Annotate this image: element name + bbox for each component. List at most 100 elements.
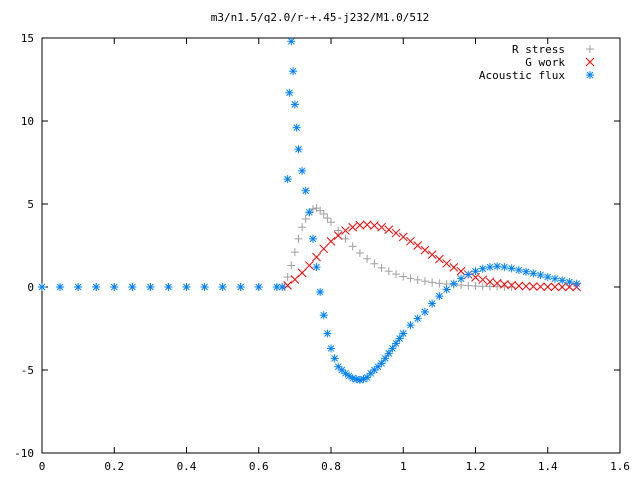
data-point xyxy=(522,267,531,276)
data-point xyxy=(323,329,332,338)
data-point xyxy=(278,283,287,291)
data-point xyxy=(514,266,523,275)
data-point xyxy=(557,282,567,292)
plot-frame xyxy=(41,37,621,454)
data-point xyxy=(377,222,386,232)
data-point xyxy=(292,123,301,132)
data-point xyxy=(492,278,502,288)
data-point xyxy=(290,100,299,109)
data-point xyxy=(478,264,487,273)
data-point xyxy=(457,274,466,283)
x-tick-label: 0.2 xyxy=(104,460,124,473)
data-point xyxy=(471,267,480,276)
data-point xyxy=(572,279,581,288)
legend-label: G work xyxy=(525,56,565,69)
data-point xyxy=(471,282,480,291)
data-point xyxy=(449,279,458,288)
legend-marker xyxy=(586,45,594,53)
data-point xyxy=(348,242,357,251)
data-point xyxy=(323,214,332,223)
data-point xyxy=(283,175,292,184)
data-point xyxy=(449,263,459,272)
data-point xyxy=(413,241,423,250)
data-point xyxy=(543,273,552,282)
data-point xyxy=(370,259,379,268)
data-point xyxy=(413,275,422,284)
data-point xyxy=(298,223,307,232)
data-point xyxy=(56,283,65,291)
data-point xyxy=(355,375,364,384)
series-g-work xyxy=(283,220,582,292)
data-point xyxy=(550,274,559,283)
data-point xyxy=(427,250,437,259)
data-point xyxy=(333,231,343,240)
data-point xyxy=(420,277,429,286)
data-point xyxy=(413,314,422,323)
data-point xyxy=(392,270,401,279)
legend-label: Acoustic flux xyxy=(479,69,565,82)
data-point xyxy=(254,283,263,291)
chart-title: m3/n1.5/q2.0/r-+.45-j232/M1.0/512 xyxy=(211,11,430,24)
data-point xyxy=(355,248,364,257)
data-point xyxy=(395,334,404,343)
data-point xyxy=(334,226,343,235)
data-point xyxy=(398,232,408,242)
axes: 0 0.2 0.4 0.6 0.8 1 1.2 1.4 1.6 -10 -5 0 5 10 15 xyxy=(14,32,630,473)
data-point xyxy=(456,266,466,276)
data-point xyxy=(319,209,328,218)
data-point xyxy=(298,166,307,175)
data-point xyxy=(521,281,531,291)
data-point xyxy=(507,283,516,291)
data-point xyxy=(536,271,545,280)
data-point xyxy=(319,244,329,254)
data-point xyxy=(341,234,350,243)
data-point xyxy=(305,208,314,217)
data-point xyxy=(392,339,401,348)
data-point xyxy=(348,222,358,232)
data-point xyxy=(428,278,437,287)
series-r-stress xyxy=(38,204,516,291)
data-point xyxy=(406,274,415,283)
data-point xyxy=(294,145,303,154)
data-point xyxy=(420,307,429,316)
data-point xyxy=(285,88,294,97)
x-tick-label: 1 xyxy=(400,460,407,473)
data-point xyxy=(565,278,574,287)
data-point xyxy=(485,263,494,272)
y-tick-label: -10 xyxy=(14,447,34,460)
y-tick-label: 5 xyxy=(27,198,34,211)
data-point xyxy=(304,261,314,270)
series-layer xyxy=(38,37,582,384)
data-point xyxy=(478,275,488,285)
y-tick-label: -5 xyxy=(21,364,34,377)
data-point xyxy=(316,206,325,215)
data-point xyxy=(442,285,451,294)
data-point xyxy=(327,218,335,227)
data-point xyxy=(381,354,390,363)
data-point xyxy=(287,37,296,46)
data-point xyxy=(283,280,293,290)
legend-marker xyxy=(586,71,594,79)
data-point xyxy=(74,283,83,291)
data-point xyxy=(428,299,437,308)
data-point xyxy=(388,344,397,353)
data-point xyxy=(391,228,401,238)
data-point xyxy=(399,329,408,338)
data-point xyxy=(355,220,365,230)
x-tick-label: 1.2 xyxy=(466,460,486,473)
data-point xyxy=(312,263,321,272)
data-point xyxy=(543,282,553,292)
data-point xyxy=(464,270,473,279)
data-point xyxy=(301,186,310,195)
data-point xyxy=(326,236,336,246)
data-point xyxy=(319,311,328,320)
data-point xyxy=(110,283,119,291)
data-point xyxy=(500,263,509,272)
data-point xyxy=(377,263,386,272)
data-point xyxy=(493,262,502,271)
data-point xyxy=(316,287,325,296)
data-point xyxy=(464,281,473,290)
data-point xyxy=(330,354,339,363)
legend-label: R stress xyxy=(512,43,565,56)
